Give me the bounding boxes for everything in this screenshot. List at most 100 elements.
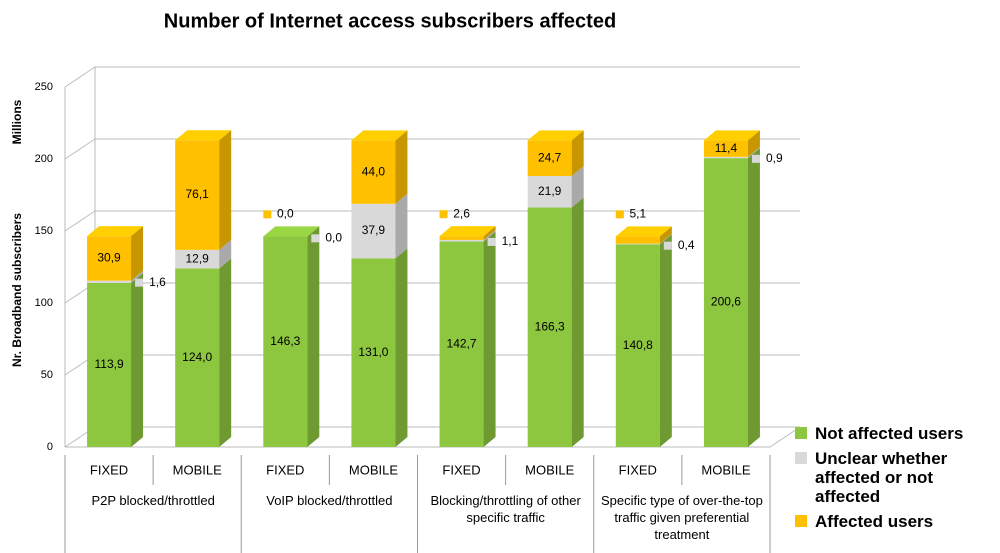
legend-swatch <box>795 515 807 527</box>
legend-swatch <box>795 452 807 464</box>
bar-segment <box>615 236 660 244</box>
value-label: 24,7 <box>538 150 562 164</box>
value-label: 124,0 <box>182 350 212 364</box>
legend-label: Unclear whether affected or not affected <box>815 449 948 506</box>
y-tick-label: 150 <box>35 225 53 237</box>
label-marker <box>439 210 448 219</box>
bar-segment <box>615 243 660 245</box>
bar-segment <box>175 268 220 447</box>
bar-side <box>571 130 584 176</box>
bar-side <box>483 229 496 242</box>
bar-segment <box>87 282 132 447</box>
bar-side <box>571 165 584 208</box>
legend-label: Affected users <box>815 512 934 531</box>
bar-top <box>263 226 320 237</box>
bar-top <box>527 130 584 141</box>
value-label: 0,0 <box>277 206 294 220</box>
x-tick-label: MOBILE <box>173 462 222 477</box>
value-label: 5,1 <box>629 206 646 220</box>
x-tick-label: FIXED <box>266 462 304 477</box>
value-label: 200,6 <box>711 295 741 309</box>
bar-top <box>703 130 760 141</box>
value-label: 140,8 <box>623 338 653 352</box>
value-label: 0,9 <box>766 151 783 165</box>
label-marker <box>135 278 144 287</box>
bar-segment <box>351 203 396 259</box>
legend-swatch <box>795 427 807 439</box>
grid-diagonal <box>64 210 96 232</box>
y-tick-label: 100 <box>35 297 53 309</box>
bar-top <box>175 130 232 141</box>
grid-diagonal <box>64 66 96 88</box>
label-marker <box>751 154 760 163</box>
bar-top <box>87 226 144 237</box>
x-tick-label: FIXED <box>619 462 657 477</box>
value-label: 37,9 <box>362 223 386 237</box>
bar-segment <box>527 175 572 208</box>
bar-side <box>219 239 232 269</box>
bar-segment <box>87 236 132 281</box>
y-axis-title: Nr. Broadband subscribers <box>10 213 24 367</box>
bar-side <box>483 231 496 447</box>
bar-segment <box>87 280 132 283</box>
legend-item: Unclear whether affected or not affected <box>795 449 1000 506</box>
y-tick-label: 50 <box>41 369 53 381</box>
bar-segment <box>615 244 660 447</box>
group-label: P2P blocked/throttled <box>91 493 215 508</box>
value-label: 1,6 <box>149 275 166 289</box>
bar-side <box>131 270 144 283</box>
bar-side <box>483 226 496 240</box>
bar-segment <box>527 207 572 447</box>
bar-side <box>395 130 408 204</box>
bar-segment <box>263 236 308 447</box>
value-label: 113,9 <box>94 357 123 371</box>
x-tick-label: FIXED <box>90 462 128 477</box>
bar-segment <box>703 140 748 157</box>
bar-side <box>571 197 584 447</box>
y-axis-unit: Millions <box>10 99 24 144</box>
group-label: Blocking/throttling of other specific tr… <box>430 493 581 525</box>
bar-side <box>219 130 232 250</box>
y-tick-label: 0 <box>47 441 53 453</box>
label-marker <box>615 210 624 219</box>
value-label: 1,1 <box>502 234 519 248</box>
value-label: 21,9 <box>538 184 562 198</box>
value-label: 44,0 <box>362 164 386 178</box>
bar-side <box>131 226 144 281</box>
bar-segment <box>703 158 748 448</box>
label-marker <box>663 241 672 250</box>
value-label: 11,4 <box>715 141 738 155</box>
bar-side <box>659 233 672 245</box>
chart-title: Number of Internet access subscribers af… <box>164 10 616 32</box>
bar-segment <box>527 140 572 176</box>
bar-segment <box>175 249 220 269</box>
bar-top <box>439 226 496 237</box>
value-label: 142,7 <box>447 336 477 350</box>
bar-side <box>395 248 408 447</box>
group-label: Specific type of over-the-top traffic gi… <box>600 493 763 542</box>
x-tick-label: MOBILE <box>349 462 398 477</box>
value-label: 30,9 <box>97 251 121 265</box>
x-tick-label: MOBILE <box>525 462 574 477</box>
bar-side <box>219 258 232 447</box>
bar-segment <box>439 239 484 242</box>
label-marker <box>263 210 272 219</box>
label-marker <box>311 234 320 243</box>
bar-side <box>659 226 672 244</box>
bar-side <box>395 193 408 259</box>
grid-diagonal <box>64 138 96 160</box>
legend-item: Not affected users <box>795 424 1000 443</box>
label-marker <box>487 237 496 246</box>
bar-side <box>747 148 760 448</box>
bar-segment <box>175 140 220 250</box>
value-label: 0,0 <box>325 230 342 244</box>
value-label: 76,1 <box>186 187 210 201</box>
bar-segment <box>351 140 396 204</box>
bar-side <box>131 272 144 447</box>
legend-item: Affected users <box>795 512 1000 531</box>
x-tick-label: FIXED <box>442 462 480 477</box>
group-label: VoIP blocked/throttled <box>266 493 393 508</box>
bar-side <box>659 234 672 447</box>
